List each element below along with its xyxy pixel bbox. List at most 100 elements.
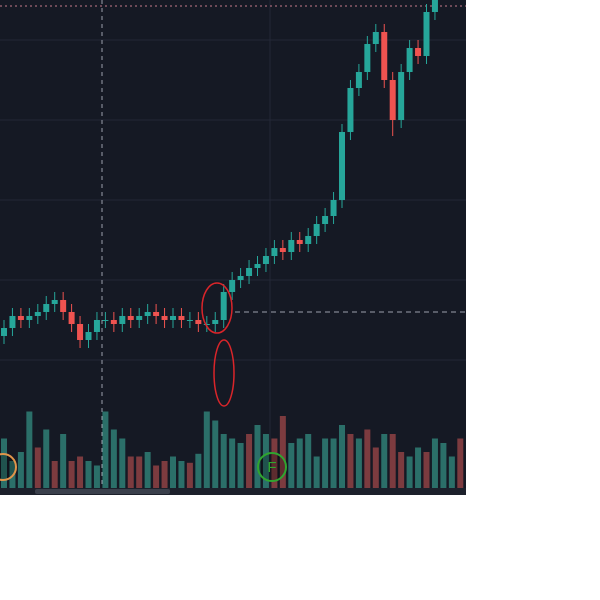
- candle-body: [144, 312, 151, 316]
- volume-bar: [415, 447, 422, 488]
- candle-body: [415, 48, 422, 56]
- candle-body: [254, 264, 261, 268]
- candle-body: [322, 216, 329, 224]
- candle-body: [9, 316, 16, 328]
- volume-bar: [127, 456, 134, 488]
- candle-body: [195, 320, 202, 324]
- candle-body: [203, 324, 210, 325]
- volume-bar: [279, 416, 286, 488]
- volume-bar: [364, 429, 371, 488]
- candle-body: [77, 324, 84, 340]
- event-marker[interactable]: [0, 453, 17, 481]
- scrollbar-thumb[interactable]: [35, 489, 170, 494]
- volume-bar: [347, 434, 354, 488]
- volume-bar: [271, 438, 278, 488]
- volume-bar: [423, 452, 430, 488]
- candle-body: [136, 316, 143, 320]
- volume-bar: [186, 462, 193, 488]
- candle-body: [431, 0, 438, 12]
- volume-bar: [339, 425, 345, 488]
- volume-bar: [296, 438, 303, 488]
- candle-body: [170, 316, 176, 320]
- candle-body: [229, 280, 236, 292]
- volume-bar: [1, 438, 7, 488]
- annotation-ellipse: [213, 339, 235, 407]
- volume-bar: [372, 447, 379, 488]
- volume-bar: [389, 434, 396, 488]
- candle-body: [178, 316, 185, 320]
- candle-body: [60, 300, 67, 312]
- candle-body: [330, 200, 337, 216]
- volume-bar: [51, 461, 58, 488]
- annotation-ellipse: [201, 282, 233, 334]
- volume-bar: [85, 461, 92, 488]
- volume-bar: [110, 429, 117, 488]
- candle-body: [237, 276, 244, 280]
- volume-bar: [144, 452, 151, 488]
- candle-body: [93, 320, 100, 332]
- candle-body: [246, 268, 253, 276]
- scrollbar-track: [0, 488, 466, 495]
- candle-body: [372, 32, 379, 44]
- candle-body: [161, 316, 168, 320]
- candle-body: [34, 312, 41, 316]
- volume-bar: [68, 461, 75, 488]
- candle-body: [212, 320, 219, 324]
- volume-bar: [93, 465, 100, 488]
- candle-body: [186, 320, 193, 321]
- volume-bar: [262, 434, 269, 488]
- candle-body: [1, 328, 7, 336]
- volume-bar: [431, 438, 438, 488]
- volume-bar: [237, 443, 244, 488]
- candle-body: [26, 316, 33, 320]
- candle-body: [406, 48, 413, 72]
- event-marker[interactable]: [257, 452, 287, 482]
- volume-bar: [220, 434, 227, 488]
- candle-body: [347, 88, 354, 132]
- candle-body: [279, 248, 286, 252]
- candle-body: [389, 80, 396, 120]
- chart-panel: [0, 0, 466, 495]
- volume-bar: [254, 425, 261, 488]
- candle-body: [43, 304, 50, 312]
- candle-body: [262, 256, 269, 264]
- volume-bar: [398, 452, 405, 488]
- volume-bar: [26, 411, 33, 488]
- candle-body: [68, 312, 75, 324]
- candle-body: [398, 72, 405, 120]
- volume-bar: [330, 438, 337, 488]
- volume-bar: [448, 456, 455, 488]
- volume-bar: [195, 453, 202, 488]
- event-label: F: [267, 459, 276, 476]
- candle-body: [127, 316, 134, 320]
- candle-body: [364, 44, 371, 72]
- volume-bar: [288, 443, 295, 488]
- candle-body: [381, 32, 388, 80]
- volume-bar: [170, 456, 176, 488]
- volume-bar: [212, 420, 219, 488]
- volume-bar: [440, 443, 447, 488]
- volume-bar: [119, 438, 126, 488]
- candle-body: [153, 312, 160, 316]
- volume-bar: [322, 438, 329, 488]
- volume-bar: [355, 438, 362, 488]
- candle-body: [355, 72, 362, 88]
- candle-body: [51, 300, 58, 304]
- volume-bar: [203, 411, 210, 488]
- volume-bar: [229, 438, 236, 488]
- volume-bar: [161, 461, 168, 488]
- candle-body: [423, 12, 430, 56]
- volume-bar: [17, 452, 24, 488]
- volume-bar: [305, 434, 312, 488]
- volume-bar: [77, 456, 84, 488]
- volume-bar: [34, 447, 41, 488]
- candle-body: [313, 224, 320, 236]
- candle-body: [102, 320, 109, 321]
- candle-body: [119, 316, 126, 324]
- candle-body: [305, 236, 312, 244]
- volume-bar: [102, 411, 109, 488]
- candle-body: [85, 332, 92, 340]
- volume-bar: [60, 434, 67, 488]
